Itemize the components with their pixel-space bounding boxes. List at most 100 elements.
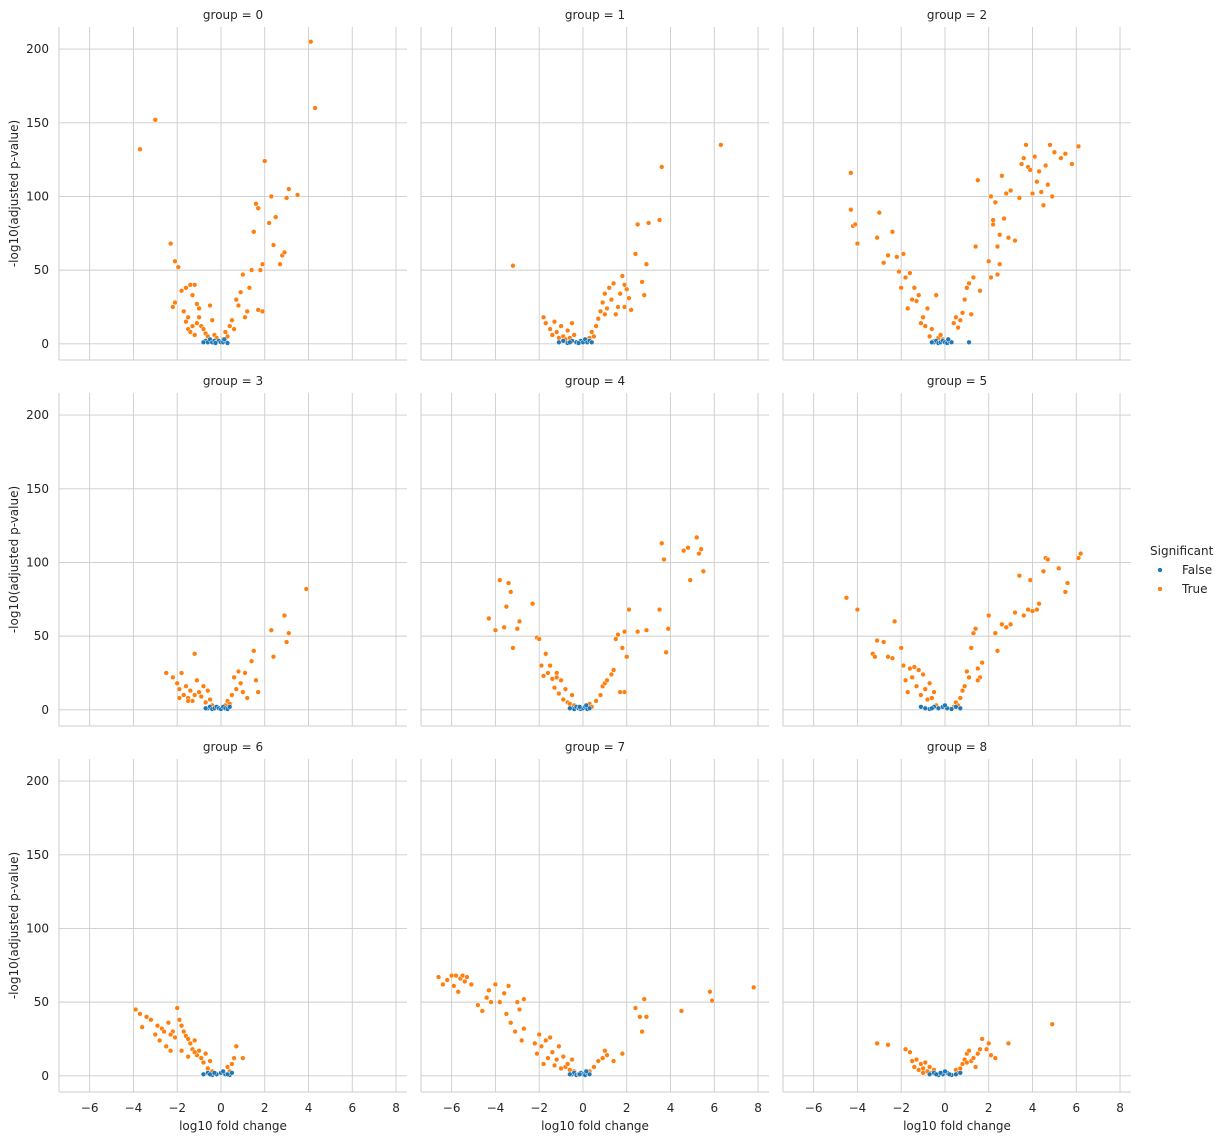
point-significant xyxy=(896,268,902,275)
point-significant xyxy=(170,304,176,310)
point-significant xyxy=(591,333,597,340)
point-significant xyxy=(881,260,887,266)
point-significant xyxy=(898,645,904,651)
point-significant xyxy=(174,680,180,686)
facet-title: group = 1 xyxy=(565,8,625,22)
point-not-significant xyxy=(933,1071,939,1077)
facet-title: group = 4 xyxy=(565,374,625,388)
point-significant xyxy=(992,630,998,636)
point-significant xyxy=(196,1048,202,1054)
point-significant xyxy=(451,983,457,989)
point-significant xyxy=(192,651,198,657)
point-significant xyxy=(440,981,446,988)
point-significant xyxy=(597,308,604,315)
point-significant xyxy=(1078,550,1084,557)
point-significant xyxy=(551,1062,558,1069)
y-axis-label: -log10(adjusted p-value) xyxy=(7,486,21,633)
point-not-significant xyxy=(567,1071,573,1077)
facet-title: group = 7 xyxy=(565,740,625,754)
point-significant xyxy=(516,618,523,625)
legend-title: Significant xyxy=(1150,544,1214,558)
x-axis-label: log10 fold change xyxy=(179,1119,287,1133)
point-significant xyxy=(994,243,1001,250)
point-significant xyxy=(1016,573,1023,579)
point-significant xyxy=(916,292,922,298)
point-significant xyxy=(163,670,169,676)
point-significant xyxy=(1075,143,1082,149)
point-significant xyxy=(999,621,1005,627)
point-significant xyxy=(619,645,626,651)
legend: Significant False True xyxy=(1150,544,1214,596)
point-significant xyxy=(1005,1040,1012,1047)
point-not-significant xyxy=(212,340,219,346)
point-not-significant xyxy=(200,339,207,345)
point-significant xyxy=(543,320,549,326)
point-significant xyxy=(167,1031,174,1038)
point-significant xyxy=(229,317,235,323)
point-significant xyxy=(924,305,931,312)
point-significant xyxy=(700,568,706,574)
point-not-significant xyxy=(926,1071,933,1077)
point-not-significant xyxy=(942,702,948,709)
point-significant xyxy=(685,545,691,551)
point-significant xyxy=(554,1056,560,1063)
legend-label: False xyxy=(1182,563,1212,577)
point-significant xyxy=(931,689,937,695)
point-significant xyxy=(988,274,994,281)
point-significant xyxy=(571,332,577,338)
point-significant xyxy=(975,665,981,672)
point-significant xyxy=(988,193,994,200)
point-significant xyxy=(602,311,608,317)
x-tick-label: 4 xyxy=(305,1101,313,1115)
point-significant xyxy=(253,677,259,683)
point-significant xyxy=(964,285,970,291)
point-significant xyxy=(619,273,626,279)
point-significant xyxy=(613,636,619,642)
point-significant xyxy=(484,995,490,1001)
point-significant xyxy=(718,142,724,148)
point-significant xyxy=(514,999,520,1005)
point-not-significant xyxy=(948,339,955,345)
point-significant xyxy=(885,1042,891,1048)
point-significant xyxy=(600,299,606,306)
point-significant xyxy=(259,308,266,315)
point-significant xyxy=(1016,195,1023,201)
point-significant xyxy=(183,683,189,689)
point-significant xyxy=(551,685,558,691)
y-axis-label: -log10(adjusted p-value) xyxy=(7,852,21,999)
point-significant xyxy=(545,670,551,676)
point-significant xyxy=(308,39,314,45)
point-significant xyxy=(303,586,309,592)
point-significant xyxy=(286,186,292,192)
facet-title: group = 2 xyxy=(927,8,987,22)
point-significant xyxy=(694,534,700,541)
point-not-significant xyxy=(953,704,959,710)
point-not-significant xyxy=(966,339,972,345)
point-significant xyxy=(885,654,891,660)
point-significant xyxy=(889,655,896,661)
point-significant xyxy=(1005,235,1012,241)
point-not-significant xyxy=(567,705,573,711)
point-significant xyxy=(1040,202,1047,208)
point-significant xyxy=(889,229,896,235)
point-significant xyxy=(556,690,562,697)
point-significant xyxy=(492,981,499,988)
facet-panel-2: group = 2 xyxy=(782,8,1131,361)
point-not-significant xyxy=(200,1071,207,1077)
point-significant xyxy=(900,662,907,669)
point-significant xyxy=(244,308,250,315)
point-significant xyxy=(957,695,963,701)
point-significant xyxy=(665,626,671,632)
x-tick-label: 8 xyxy=(1116,1101,1124,1115)
point-significant xyxy=(238,289,244,295)
point-significant xyxy=(905,689,911,695)
point-significant xyxy=(569,320,575,326)
point-significant xyxy=(959,1061,966,1067)
point-significant xyxy=(167,1048,174,1054)
point-significant xyxy=(185,698,191,704)
point-significant xyxy=(843,595,850,601)
point-significant xyxy=(268,193,274,200)
facet-panel-4: group = 4 xyxy=(420,374,769,727)
point-significant xyxy=(617,689,623,695)
point-not-significant xyxy=(577,704,583,710)
